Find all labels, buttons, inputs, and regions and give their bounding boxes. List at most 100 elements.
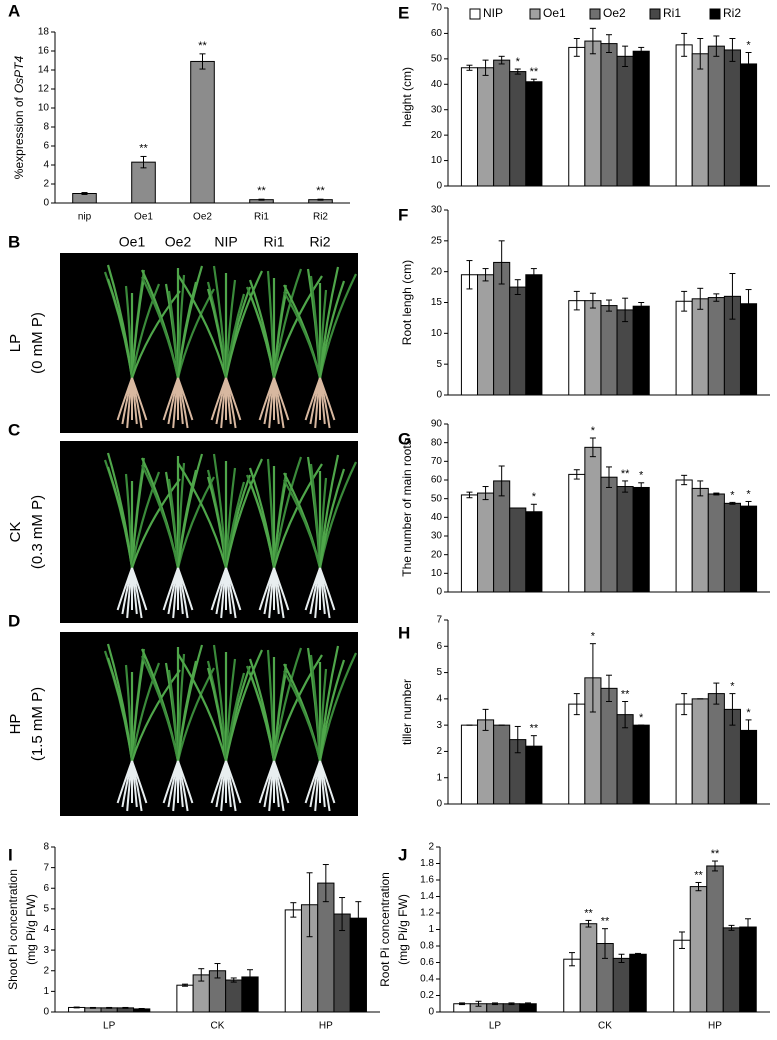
error-bar — [247, 969, 253, 985]
y-tick-label: 5 — [436, 667, 442, 678]
bar — [600, 43, 618, 187]
legend-label: Ri2 — [723, 6, 741, 20]
y-tick-label: 5 — [436, 359, 442, 370]
root — [131, 377, 148, 421]
leaf — [272, 275, 323, 379]
root — [131, 760, 148, 804]
significance: ** — [530, 723, 539, 735]
panel-label: B — [8, 232, 20, 251]
significance: ** — [621, 468, 630, 480]
bar — [568, 703, 586, 805]
y-tick-label: 16 — [38, 46, 50, 57]
bar — [675, 300, 693, 396]
bar — [689, 886, 708, 1013]
y-tick-label: 0 — [436, 181, 442, 192]
y-tick-label: 0.8 — [420, 941, 434, 952]
x-tick-label: nip — [78, 212, 92, 223]
plant — [103, 643, 181, 812]
significance: * — [746, 488, 751, 500]
plant — [245, 456, 323, 619]
error-bar — [106, 1006, 113, 1009]
y-tick-label: 10 — [431, 328, 443, 339]
x-tick-label: LP — [103, 1021, 116, 1032]
legend-swatch — [529, 8, 541, 20]
bar — [568, 473, 586, 593]
bar — [691, 298, 709, 396]
bar — [691, 487, 709, 593]
leaf — [177, 274, 228, 379]
y-tick-label: 2 — [428, 842, 434, 853]
error-bar — [514, 68, 521, 75]
bar — [632, 305, 650, 396]
error-bar — [514, 725, 521, 754]
error-bar — [589, 27, 596, 55]
error-bar — [589, 292, 596, 309]
plant — [177, 265, 263, 429]
bar — [675, 703, 693, 805]
root — [177, 567, 194, 611]
bar — [525, 274, 543, 396]
bar — [612, 957, 631, 1013]
bar — [460, 494, 479, 593]
error-bar — [140, 155, 147, 169]
y-tick-label: 3 — [436, 720, 442, 731]
y-axis-label: %expression of OsPT4 — [12, 55, 26, 179]
error-bar — [182, 983, 188, 987]
y-tick-label: 0.6 — [420, 957, 434, 968]
x-tick-label: HP — [319, 1021, 333, 1032]
y-tick-label: 0 — [43, 1007, 49, 1018]
root — [225, 567, 242, 611]
y-tick-label: 15 — [431, 297, 443, 308]
column-label: Oe1 — [119, 234, 146, 250]
leaf — [176, 265, 204, 379]
leaf — [106, 278, 134, 379]
root — [319, 567, 336, 611]
significance: * — [591, 425, 596, 437]
bar — [723, 502, 741, 593]
error-bar — [745, 918, 751, 936]
leaf — [176, 453, 204, 569]
error-bar — [466, 260, 473, 290]
leaf — [106, 657, 134, 762]
error-bar — [514, 279, 521, 295]
y-tick-label: 20 — [431, 130, 443, 141]
error-bar — [482, 268, 489, 282]
legend-label: Ri1 — [663, 6, 681, 20]
bar — [225, 979, 243, 1013]
error-bar — [230, 977, 237, 983]
y-tick-label: 1.4 — [420, 891, 434, 902]
y-tick-label: 10 — [38, 103, 50, 114]
bar — [477, 274, 495, 396]
y-tick-label: 8 — [43, 122, 49, 133]
bar — [317, 882, 335, 1013]
x-tick-label: CK — [598, 1021, 612, 1032]
leaf — [176, 667, 215, 762]
bar — [675, 44, 693, 187]
plant — [140, 644, 215, 812]
plant — [283, 645, 357, 812]
error-bar — [339, 897, 346, 932]
leaf — [224, 649, 264, 762]
bar — [525, 511, 543, 593]
bar — [493, 724, 511, 805]
leaf — [130, 662, 161, 762]
y-tick-label: 1.6 — [420, 875, 434, 886]
leaf — [130, 655, 146, 762]
error-bar — [73, 1006, 80, 1009]
y-tick-label: 0 — [436, 390, 442, 401]
error-bar — [138, 1007, 145, 1010]
error-bar — [492, 1002, 498, 1006]
root — [273, 377, 290, 421]
y-axis-label-text: %expression of — [12, 96, 26, 179]
error-bar — [530, 735, 537, 758]
y-tick-label: 2 — [43, 965, 49, 976]
leaf — [318, 280, 346, 379]
error-bar — [214, 963, 221, 979]
significance: * — [639, 470, 644, 482]
leaf — [248, 672, 276, 762]
bar — [616, 309, 634, 396]
bar — [477, 719, 495, 805]
error-bar — [729, 273, 736, 320]
error-bar — [606, 466, 612, 488]
plant — [177, 453, 263, 619]
